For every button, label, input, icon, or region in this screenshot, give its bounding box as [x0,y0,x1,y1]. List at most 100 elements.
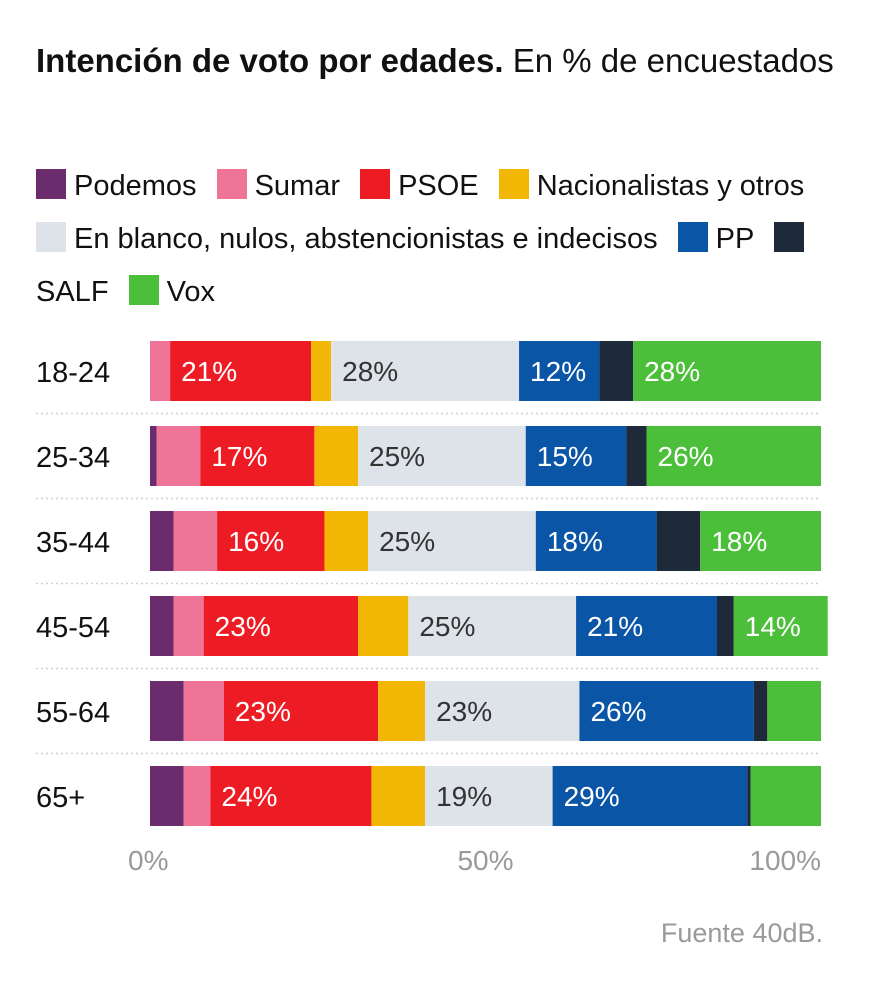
bar-pp [519,341,600,401]
bar-podemos [150,681,184,741]
bar-en-blanco-nulos-abstencionistas-e-indecisos [425,681,580,741]
bar-podemos [150,511,174,571]
bar-sumar [150,341,171,401]
bar-psoe [170,341,312,401]
data-label: 25% [379,526,435,557]
bar-salf [747,766,751,826]
bar-vox [646,426,821,486]
bar-podemos [150,596,174,656]
legend-swatch-4 [36,222,66,252]
legend-item-6: SALF [36,222,812,308]
legend-swatch-2 [360,169,391,199]
chart-title-bold: Intención de voto por edades. [36,42,504,79]
bar-sumar [183,766,211,826]
bar-psoe [217,511,325,571]
legend-item-3: Nacionalistas y otros [498,169,805,202]
data-label: 29% [564,781,620,812]
stacked-bar-chart: 18-24 21% 28% 12% 28% 25-34 17% 25% 15% 26% 35-44 1… [36,341,828,876]
chart-title: Intención de voto por edades. En % de en… [36,36,836,86]
bar-nacionalistas-y-otros [358,596,409,656]
bar-salf [716,596,734,656]
data-label: 25% [419,611,475,642]
data-label: 18% [547,526,603,557]
bar-psoe [223,681,379,741]
legend-label-1: Sumar [254,170,340,202]
data-label: 16% [228,526,284,557]
bar-vox [700,511,821,571]
legend: Podemos Sumar PSOE Nacionalistas y otros… [36,160,836,319]
bar-en-blanco-nulos-abstencionistas-e-indecisos [358,426,526,486]
data-label: 23% [215,611,271,642]
source-note: Fuente 40dB. [660,918,823,948]
bar-en-blanco-nulos-abstencionistas-e-indecisos [425,766,553,826]
legend-label-6: SALF [36,276,109,308]
bar-vox [733,596,828,656]
legend-item-4: En blanco, nulos, abstencionistas e inde… [36,222,658,255]
legend-label-7: Vox [166,276,215,308]
bar-psoe [200,426,315,486]
bar-sumar [156,426,201,486]
bar-vox [633,341,821,401]
bar-psoe [210,766,372,826]
category-label: 55-64 [36,697,110,729]
x-tick-label: 0% [128,845,168,876]
data-label: 23% [436,696,492,727]
data-label: 19% [436,781,492,812]
data-label: 26% [590,696,646,727]
chart-title-rest: En % de encuestados [503,42,834,79]
bar-podemos [150,766,184,826]
bar-pp [535,511,657,571]
data-label: 23% [235,696,291,727]
data-label: 25% [369,441,425,472]
data-label: 24% [221,781,277,812]
bar-nacionalistas-y-otros [314,426,359,486]
bar-salf [599,341,634,401]
bar-sumar [173,596,204,656]
x-tick-label: 100% [749,845,821,876]
bar-psoe [203,596,359,656]
bar-nacionalistas-y-otros [311,341,332,401]
bar-podemos [150,426,157,486]
bar-sumar [173,511,218,571]
legend-item-1: Sumar [216,169,340,202]
data-label: 12% [530,356,586,387]
bar-salf [753,681,768,741]
category-label: 18-24 [36,357,110,389]
bar-pp [579,681,754,741]
bar-nacionalistas-y-otros [378,681,426,741]
bar-en-blanco-nulos-abstencionistas-e-indecisos [408,596,577,656]
legend-label-2: PSOE [398,170,479,202]
bar-sumar [183,681,224,741]
legend-swatch-6 [774,222,805,252]
data-label: 26% [658,441,714,472]
legend-swatch-3 [498,169,529,199]
category-label: 25-34 [36,442,110,474]
legend-swatch-7 [128,275,159,305]
bar-pp [576,596,717,656]
x-tick-label: 50% [457,845,513,876]
data-label: 28% [342,356,398,387]
data-label: 21% [587,611,643,642]
bar-nacionalistas-y-otros [371,766,426,826]
legend-label-5: PP [715,223,755,255]
legend-item-5: PP [677,222,755,255]
data-label: 17% [211,441,267,472]
bar-salf [626,426,647,486]
legend-swatch-1 [216,169,247,199]
category-label: 45-54 [36,612,110,644]
bar-en-blanco-nulos-abstencionistas-e-indecisos [331,341,520,401]
data-label: 18% [711,526,767,557]
data-label: 15% [537,441,593,472]
legend-item-2: PSOE [360,169,479,202]
data-label: 28% [644,356,700,387]
bar-salf [656,511,701,571]
legend-item-7: Vox [128,275,215,308]
legend-label-4: En blanco, nulos, abstencionistas e inde… [74,223,658,255]
bar-en-blanco-nulos-abstencionistas-e-indecisos [368,511,536,571]
category-label: 65+ [36,782,85,814]
data-label: 14% [745,611,801,642]
bar-vox [750,766,821,826]
legend-item-0: Podemos [36,169,197,202]
legend-label-3: Nacionalistas y otros [536,170,805,202]
legend-swatch-5 [677,222,708,252]
